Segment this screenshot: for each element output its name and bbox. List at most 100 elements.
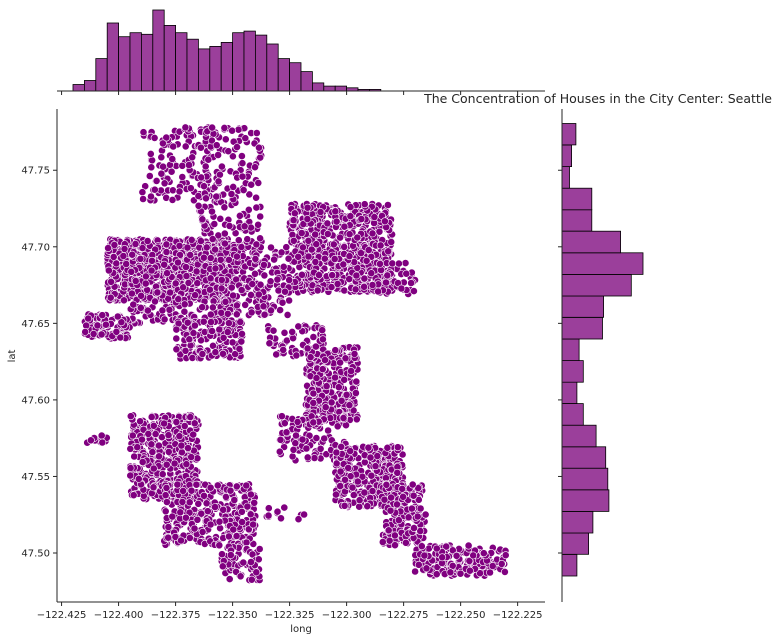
scatter-point xyxy=(303,203,312,212)
scatter-point xyxy=(387,493,395,502)
scatter-point xyxy=(380,495,389,504)
scatter-point xyxy=(219,505,228,514)
scatter-point xyxy=(251,163,259,172)
scatter-point xyxy=(242,481,251,490)
scatter-point xyxy=(175,241,184,250)
scatter-point xyxy=(164,431,173,440)
scatter-point xyxy=(345,401,354,410)
scatter-point xyxy=(420,551,429,560)
scatter-point xyxy=(346,203,355,211)
scatter-point xyxy=(139,195,147,203)
scatter-point xyxy=(162,248,171,256)
marginal-y-bar xyxy=(561,166,570,189)
scatter-point xyxy=(240,222,249,231)
scatter-point xyxy=(303,453,312,462)
scatter-point xyxy=(136,303,145,312)
scatter-point xyxy=(311,257,320,266)
scatter-point xyxy=(368,487,377,495)
scatter-point xyxy=(148,156,156,165)
scatter-point xyxy=(341,475,349,484)
scatter-point xyxy=(158,306,167,315)
scatter-point xyxy=(394,516,403,525)
scatter-point xyxy=(303,215,312,223)
scatter-point xyxy=(162,483,171,492)
scatter-point xyxy=(313,286,322,295)
scatter-point xyxy=(417,542,426,551)
scatter-point xyxy=(144,429,153,438)
scatter-point xyxy=(220,203,229,212)
scatter-point xyxy=(486,568,494,577)
scatter-point xyxy=(336,482,345,490)
scatter-point xyxy=(147,266,156,275)
scatter-point xyxy=(164,523,173,531)
scatter-point xyxy=(205,285,214,294)
scatter-point xyxy=(84,314,93,323)
scatter-point xyxy=(182,460,191,469)
scatter-point xyxy=(206,483,215,492)
scatter-point xyxy=(247,290,255,299)
scatter-point xyxy=(187,486,196,495)
scatter-point xyxy=(224,319,233,328)
scatter-point xyxy=(339,260,348,269)
scatter-point xyxy=(398,484,407,493)
scatter-point xyxy=(273,275,282,284)
scatter-point xyxy=(302,444,311,453)
scatter-point xyxy=(187,453,196,461)
scatter-point xyxy=(217,162,226,171)
scatter-point xyxy=(352,415,361,424)
marginal-x-bar xyxy=(152,9,165,92)
scatter-point xyxy=(175,187,184,196)
scatter-point xyxy=(409,491,418,500)
scatter-point xyxy=(279,345,288,354)
marginal-x-ticks xyxy=(61,91,519,95)
marginal-x-bar xyxy=(129,32,142,92)
scatter-point xyxy=(306,353,315,362)
scatter-point xyxy=(285,296,293,305)
scatter-point xyxy=(267,243,275,252)
marginal-y-bar xyxy=(561,403,584,426)
scatter-point xyxy=(327,398,336,407)
marginal-y-bar xyxy=(561,489,610,512)
scatter-point xyxy=(360,488,369,497)
scatter-point xyxy=(384,526,393,535)
scatter-point xyxy=(176,508,185,517)
scatter-point xyxy=(181,513,190,522)
scatter-point xyxy=(182,272,191,280)
scatter-point xyxy=(298,270,306,279)
marginal-y-bar xyxy=(561,295,604,318)
scatter-point xyxy=(281,287,289,296)
x-tick-label: −122.225 xyxy=(493,610,543,621)
scatter-point xyxy=(275,447,284,456)
scatter-point xyxy=(183,318,192,327)
scatter-point xyxy=(153,288,162,297)
scatter-point xyxy=(438,553,447,562)
scatter-point xyxy=(192,480,201,489)
scatter-point xyxy=(206,310,215,319)
marginal-x-bar xyxy=(334,85,348,92)
scatter-point xyxy=(184,444,192,452)
y-tick-label: 47.50 xyxy=(21,549,50,560)
marginal-x-bar xyxy=(243,30,256,92)
scatter-point xyxy=(363,502,372,511)
scatter-point xyxy=(385,536,394,545)
scatter-point xyxy=(109,252,118,261)
scatter-point xyxy=(355,502,364,511)
scatter-point xyxy=(254,555,263,564)
scatter-point xyxy=(309,389,318,398)
scatter-point xyxy=(216,524,224,533)
scatter-point xyxy=(189,329,198,337)
scatter-point xyxy=(110,240,119,249)
scatter-point xyxy=(252,203,261,212)
scatter-point xyxy=(191,291,199,300)
scatter-point xyxy=(192,267,201,276)
scatter-point xyxy=(145,172,154,180)
scatter-point xyxy=(225,221,234,230)
scatter-point xyxy=(303,344,312,353)
scatter-point xyxy=(175,432,184,441)
scatter-point xyxy=(355,496,364,505)
scatter-point xyxy=(228,126,236,135)
scatter-point xyxy=(331,207,340,216)
scatter-point xyxy=(151,430,160,438)
scatter-point xyxy=(386,506,395,515)
